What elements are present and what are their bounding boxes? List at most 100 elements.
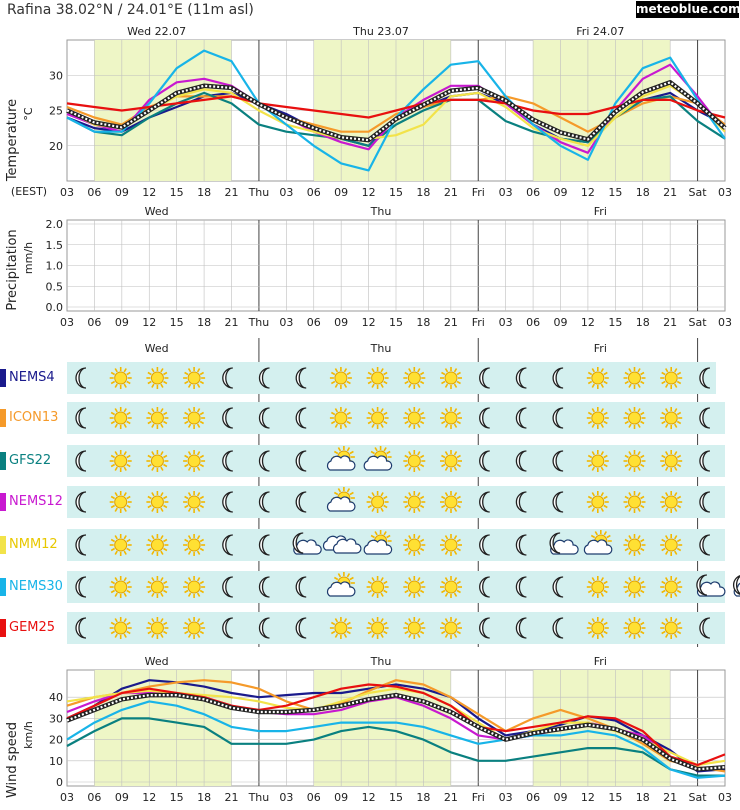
sun-ray [163,495,168,500]
cloud-shape [326,581,356,597]
sun-ray [404,380,409,385]
sun-ray [110,454,116,459]
moon-shape [258,534,270,556]
sun-icon [109,534,132,556]
cloud-icon [326,455,356,471]
moon-icon [258,617,270,639]
sun-ray [417,466,421,471]
day-label: Thu [370,342,392,355]
sun-icon [146,491,169,513]
sun-ray [624,380,629,385]
sun-ray [163,454,168,459]
sun-ray [160,550,164,555]
sun-icon [329,367,352,389]
sun-ray [160,577,164,582]
sun-ray [640,454,645,459]
moon-icon [552,617,564,639]
sun-disc [407,454,421,468]
model-name: NEMS30 [9,579,63,594]
model-label-nems30[interactable]: NEMS30 [0,574,63,600]
sun-ray [603,531,607,536]
sun-ray [160,633,164,638]
sun-ray [674,535,678,540]
x-tick-label: 18 [416,186,430,199]
sun-ray [419,454,425,459]
moon-icon [75,367,87,389]
sun-disc [150,538,164,552]
sun-ray [419,504,425,509]
model-label-nems4[interactable]: NEMS4 [0,365,55,391]
moon-shape [515,450,527,472]
sun-ray [349,450,354,455]
model-label-nmm12[interactable]: NMM12 [0,532,58,558]
sun-ray [151,550,155,555]
moon-icon [515,491,527,513]
model-label-icon13[interactable]: ICON13 [0,405,58,431]
precipitation-y-tick: 2.0 [46,218,64,231]
moon-icon [552,491,564,513]
sun-ray [637,550,641,555]
sun-icon [403,576,426,598]
sun-ray [661,454,666,459]
sun-ray [456,580,461,585]
moon-shape [552,576,564,598]
sun-ray [334,423,339,428]
brand-logo[interactable]: meteoblue.com [636,1,740,18]
sun-ray [640,463,645,468]
temperature-series-gem25 [66,95,726,119]
sun-ray [151,618,155,623]
moon-icon [295,407,307,429]
sun-ray [196,507,201,512]
sun-icon [146,576,169,598]
sun-ray [334,618,339,623]
day-label: Wed [145,655,169,668]
sun-ray [624,504,629,509]
sun-ray [184,380,189,385]
x-tick-label: Sat [689,316,708,329]
sun-ray [441,580,446,585]
sun-ray [637,577,641,582]
day-label: Wed [145,342,169,355]
sun-ray [600,618,604,623]
sun-icon [366,367,389,389]
moon-icon [75,450,87,472]
sun-ray [151,592,155,597]
temperature-series-mean-dash [66,81,726,142]
model-label-gem25[interactable]: GEM25 [0,615,55,641]
sun-ray [123,408,127,413]
sun-ray [600,466,604,471]
x-tick-label: 03 [718,791,732,804]
sun-ray [419,420,425,425]
sun-ray [126,547,131,552]
x-tick-label: 15 [608,186,622,199]
sun-ray [674,550,678,555]
sun-icon [660,534,683,556]
sun-ray [603,371,608,376]
sun-ray [587,580,593,585]
sun-disc [444,371,458,385]
sun-ray [371,592,375,597]
x-tick-label: 21 [663,316,677,329]
sun-ray [151,383,155,388]
sun-ray [591,633,595,638]
sun-ray [674,451,678,456]
sun-ray [587,495,593,500]
sun-ray [199,547,205,552]
sun-ray [408,535,412,540]
sun-ray [383,380,388,385]
sun-ray [444,507,449,512]
moon-shape [515,617,527,639]
sun-ray [624,538,629,543]
moon-shape [295,450,307,472]
moon-shape [222,491,233,513]
sun-ray [408,633,412,638]
x-tick-label: 12 [362,791,376,804]
x-tick-label: 18 [636,316,650,329]
sun-icon [403,367,426,389]
sun-ray [114,383,118,388]
sun-ray [147,463,152,468]
model-label-gfs22[interactable]: GFS22 [0,448,51,474]
moon-icon [699,617,710,639]
sun-ray [640,495,645,500]
model-label-nems12[interactable]: NEMS12 [0,489,63,515]
